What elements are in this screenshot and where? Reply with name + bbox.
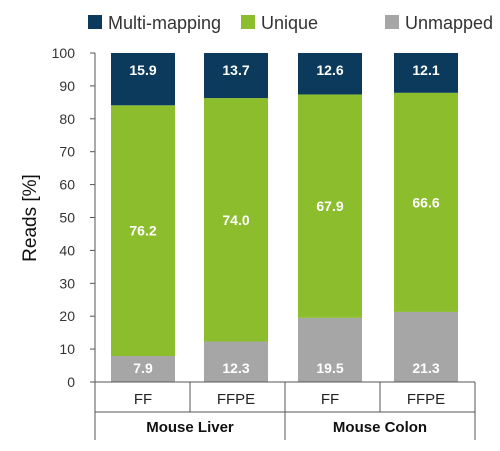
legend-swatch-unique — [241, 15, 255, 29]
y-tick-label: 70 — [59, 144, 75, 160]
bar-segment-unique — [111, 105, 175, 357]
y-tick-label: 80 — [59, 111, 75, 127]
data-label-multi-mapping: 13.7 — [222, 62, 249, 78]
group-label: Mouse Colon — [333, 419, 427, 436]
data-label-unique: 66.6 — [412, 194, 439, 210]
bar-segment-multi-mapping — [111, 53, 175, 106]
group-label: Mouse Liver — [146, 419, 234, 436]
x-tick-label: FFPE — [407, 391, 445, 408]
y-tick-label: 40 — [59, 242, 75, 258]
bar-segment-unique — [298, 94, 362, 318]
y-tick-label: 50 — [59, 210, 75, 226]
y-tick-label: 30 — [59, 275, 75, 291]
bar-segment-multi-mapping — [204, 53, 268, 99]
x-tick-label: FF — [134, 391, 152, 408]
x-tick-label: FF — [321, 391, 339, 408]
bar-segment-unique — [394, 92, 458, 312]
y-axis: 0 10 20 30 40 50 60 70 80 90 100 — [52, 45, 96, 390]
y-tick-label: 100 — [52, 45, 76, 61]
data-label-multi-mapping: 12.6 — [316, 62, 343, 78]
bars: 7.9 76.2 15.9 12.3 74.0 13.7 19.5 67.9 12.6 21.3 6… — [111, 53, 458, 382]
data-label-multi-mapping: 15.9 — [129, 62, 156, 78]
y-tick-label: 60 — [59, 177, 75, 193]
x-axis: FF FFPE FF FFPE Mouse Liver Mouse Colon — [94, 381, 476, 440]
data-label-unique: 67.9 — [316, 198, 343, 214]
y-tick-label: 20 — [59, 308, 75, 324]
data-label-unmapped: 7.9 — [133, 360, 153, 376]
data-label-unique: 76.2 — [129, 223, 156, 239]
y-tick-label: 90 — [59, 78, 75, 94]
x-tick-label: FFPE — [217, 391, 255, 408]
legend: Multi-mapping Unique Unmapped — [88, 13, 493, 33]
legend-swatch-multi-mapping — [88, 15, 102, 29]
legend-swatch-unmapped — [385, 15, 399, 29]
bar-segment-unmapped — [394, 311, 458, 382]
data-label-unmapped: 12.3 — [222, 360, 249, 376]
bar-segment-unique — [204, 98, 268, 342]
legend-label-multi-mapping: Multi-mapping — [108, 13, 221, 33]
data-label-unmapped: 19.5 — [316, 360, 343, 376]
bar-segment-unmapped — [204, 341, 268, 382]
legend-label-unmapped: Unmapped — [405, 13, 493, 33]
legend-label-unique: Unique — [261, 13, 318, 33]
data-label-unmapped: 21.3 — [412, 360, 439, 376]
data-label-multi-mapping: 12.1 — [412, 62, 439, 78]
bar-segment-multi-mapping — [394, 53, 458, 93]
data-label-unique: 74.0 — [222, 212, 249, 228]
y-axis-label: Reads [%] — [20, 174, 41, 262]
bar-segment-multi-mapping — [298, 53, 362, 95]
bar-segment-unmapped — [298, 317, 362, 382]
y-tick-label: 10 — [59, 341, 75, 357]
bar-segment-unmapped — [111, 356, 175, 382]
y-tick-label: 0 — [67, 374, 75, 390]
